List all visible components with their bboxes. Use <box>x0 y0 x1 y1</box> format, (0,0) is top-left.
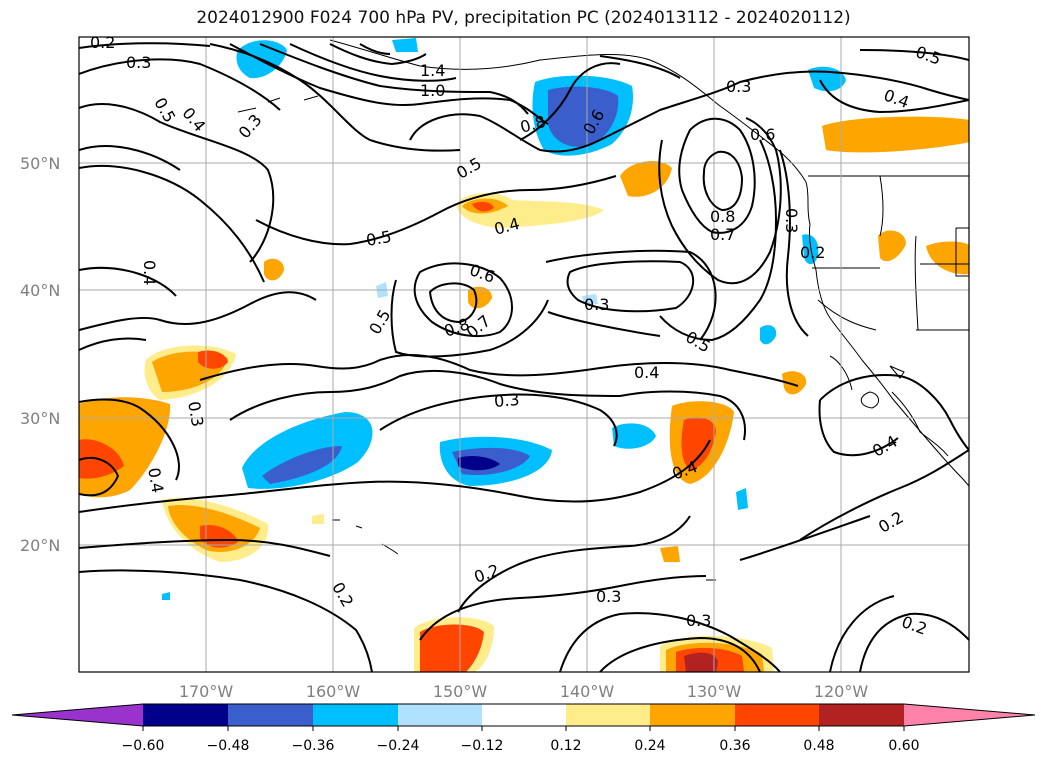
map-frame <box>78 36 970 673</box>
contour-label: 0.4 <box>634 363 659 382</box>
contour-label: 0.6 <box>750 125 775 144</box>
lon-label: 150°W <box>433 682 488 701</box>
colorbar-swatch <box>398 704 482 726</box>
contour-label: 0.7 <box>710 225 735 244</box>
contour-label: 0.4 <box>144 466 167 494</box>
colorbar-swatch <box>482 704 566 726</box>
colorbar-extend-high <box>904 704 1035 726</box>
colorbar-tick-label: 0.24 <box>634 738 665 754</box>
contour-label: 0.3 <box>686 611 711 630</box>
contour-label: 0.3 <box>596 587 621 606</box>
colorbar-tick-label: 0.12 <box>550 738 581 754</box>
colorbar-swatch <box>819 704 904 726</box>
lon-label: 130°W <box>687 682 742 701</box>
lon-label: 160°W <box>306 682 361 701</box>
lat-label: 40°N <box>20 281 60 300</box>
colorbar-tick-label: −0.12 <box>461 738 504 754</box>
contour-label: 0.2 <box>800 243 825 262</box>
contour-label: 0.2 <box>90 33 115 52</box>
contour-label: 0.4 <box>140 260 159 285</box>
colorbar-extend-low <box>12 704 143 726</box>
lat-label: 50°N <box>20 154 60 173</box>
contour-label: 0.3 <box>584 295 609 314</box>
latitude-labels: 50°N 40°N 30°N 20°N <box>20 154 60 555</box>
colorbar-tick-label: −0.36 <box>292 738 335 754</box>
colorbar-tick-label: 0.60 <box>888 738 919 754</box>
colorbar-tick-label: −0.48 <box>207 738 250 754</box>
colorbar-tick-label: −0.60 <box>122 738 165 754</box>
lon-label: 140°W <box>560 682 615 701</box>
colorbar-swatch <box>143 704 228 726</box>
contour-label: 0.3 <box>726 77 751 96</box>
colorbar-tick-label: 0.36 <box>719 738 750 754</box>
contour-label: 0.3 <box>184 400 207 428</box>
gridlines <box>79 37 969 672</box>
lat-label: 30°N <box>20 409 60 428</box>
contour-label: 0.3 <box>782 208 801 233</box>
precip-shading <box>79 38 969 672</box>
colorbar-tick-label: −0.24 <box>377 738 420 754</box>
lat-label: 20°N <box>20 536 60 555</box>
contour-label: 1.4 <box>420 61 445 80</box>
contour-label: 1.0 <box>420 81 445 100</box>
colorbar-ticks <box>142 726 905 731</box>
lon-label: 170°W <box>179 682 234 701</box>
contour-label: 0.5 <box>365 227 393 250</box>
contour-label: 0.3 <box>493 390 520 411</box>
colorbar-swatch <box>735 704 819 726</box>
lon-label: 120°W <box>814 682 869 701</box>
contour-label: 0.8 <box>710 207 735 226</box>
contour-label: 0.3 <box>126 53 151 72</box>
colorbar-swatch <box>228 704 313 726</box>
colorbar-tick-label: 0.48 <box>803 738 834 754</box>
colorbar-swatch <box>313 704 398 726</box>
colorbar-swatch <box>650 704 735 726</box>
longitude-labels: 170°W 160°W 150°W 140°W 130°W 120°W <box>179 682 869 701</box>
coastlines <box>237 39 969 581</box>
colorbar: −0.60 −0.48 −0.36 −0.24 −0.12 0.12 0.24 … <box>11 703 1036 754</box>
map-title: 2024012900 F024 700 hPa PV, precipitatio… <box>196 8 851 28</box>
pv-contours <box>79 42 969 672</box>
colorbar-swatch <box>566 704 650 726</box>
